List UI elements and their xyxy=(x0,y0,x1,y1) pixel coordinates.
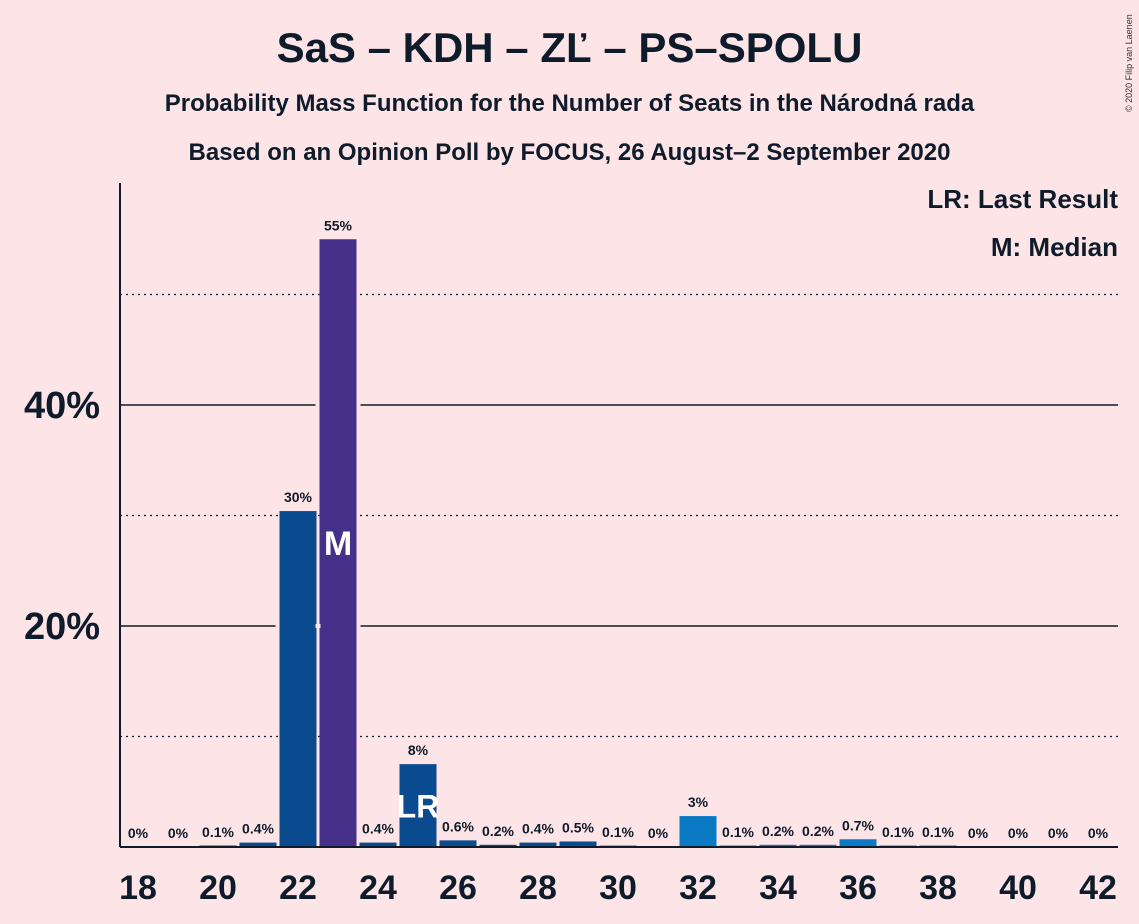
data-label: 0.7% xyxy=(842,817,874,833)
data-label: 0.1% xyxy=(602,824,634,840)
median-marker: M xyxy=(324,525,352,563)
data-label: 8% xyxy=(408,742,429,758)
data-label: 0% xyxy=(648,825,669,841)
bar xyxy=(479,844,517,847)
data-label: 55% xyxy=(324,217,353,233)
data-label: 0% xyxy=(168,825,189,841)
y-tick-label: 40% xyxy=(24,385,100,427)
data-label: 0% xyxy=(1048,825,1069,841)
chart-title: SaS – KDH – ZĽ – PS–SPOLU xyxy=(276,24,863,71)
x-tick-label: 22 xyxy=(279,869,317,907)
bar xyxy=(319,239,357,847)
data-label: 0.2% xyxy=(482,823,514,839)
bar xyxy=(279,511,317,847)
bar xyxy=(399,764,437,847)
data-label: 0.2% xyxy=(762,823,794,839)
data-label: 0% xyxy=(968,825,989,841)
bar xyxy=(239,842,277,847)
x-tick-label: 30 xyxy=(599,869,637,907)
bar xyxy=(359,842,397,847)
data-label: 3% xyxy=(688,794,709,810)
last-result-marker: LR xyxy=(397,789,440,825)
bar xyxy=(759,844,797,847)
bar xyxy=(559,841,597,847)
bar xyxy=(519,842,557,847)
x-tick-label: 36 xyxy=(839,869,877,907)
data-label: 30% xyxy=(284,489,313,505)
data-label: 0.5% xyxy=(562,819,594,835)
chart-subtitle: Probability Mass Function for the Number… xyxy=(164,90,975,117)
data-label: 0.1% xyxy=(922,824,954,840)
x-tick-label: 34 xyxy=(759,869,797,907)
legend-last-result: LR: Last Result xyxy=(927,184,1118,214)
x-tick-label: 18 xyxy=(119,869,157,907)
data-label: 0% xyxy=(1008,825,1029,841)
data-label: 0.1% xyxy=(882,824,914,840)
gridline-gap xyxy=(315,624,320,628)
x-tick-label: 40 xyxy=(999,869,1037,907)
bar xyxy=(799,844,837,847)
data-label: 0.2% xyxy=(802,823,834,839)
data-label: 0% xyxy=(128,825,149,841)
x-tick-label: 32 xyxy=(679,869,717,907)
x-tick-label: 20 xyxy=(199,869,237,907)
data-label: 0.1% xyxy=(722,824,754,840)
y-tick-label: 20% xyxy=(24,606,100,648)
data-label: 0% xyxy=(1088,825,1109,841)
x-tick-label: 38 xyxy=(919,869,957,907)
chart-subtitle-source: Based on an Opinion Poll by FOCUS, 26 Au… xyxy=(188,139,951,166)
gridline-gap xyxy=(315,403,320,407)
gridline-gap xyxy=(275,624,280,628)
legend-median: M: Median xyxy=(990,232,1118,262)
gridline-gap xyxy=(356,403,361,407)
bar xyxy=(839,839,877,847)
data-label: 0.4% xyxy=(522,821,554,837)
bar xyxy=(439,840,477,847)
bar xyxy=(679,816,717,847)
x-tick-label: 26 xyxy=(439,869,477,907)
gridline-gap xyxy=(356,624,361,628)
data-label: 0.4% xyxy=(362,821,394,837)
x-tick-label: 28 xyxy=(519,869,557,907)
data-label: 0.6% xyxy=(442,818,474,834)
x-tick-label: 24 xyxy=(359,869,397,907)
data-label: 0.4% xyxy=(242,821,274,837)
data-label: 0.1% xyxy=(202,824,234,840)
x-tick-label: 42 xyxy=(1079,869,1117,907)
